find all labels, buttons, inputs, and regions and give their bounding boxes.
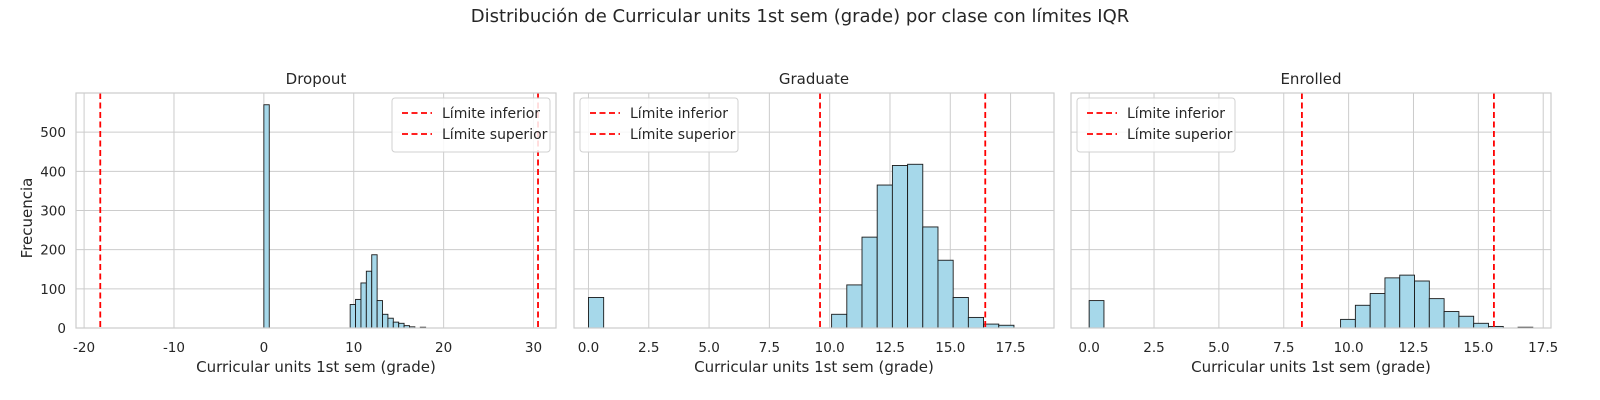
x-tick-label: 2.5 — [1143, 340, 1164, 356]
histogram-bar — [1443, 311, 1460, 329]
histogram-bar — [349, 304, 357, 329]
histogram-bar — [1384, 277, 1401, 329]
histogram-bar — [371, 254, 378, 329]
x-tick-label: 0 — [260, 340, 269, 356]
histogram-bar — [1414, 280, 1430, 329]
panel-title: Dropout — [286, 70, 347, 88]
panel-dropout: Dropout-20 -10 0 10 20 300100200300400500Curr… — [40, 70, 557, 376]
histogram-bar — [861, 236, 878, 329]
x-axis-label: Curricular units 1st sem (grade) — [196, 358, 436, 376]
x-tick-label: 10.0 — [815, 340, 845, 356]
panel-title: Enrolled — [1280, 70, 1341, 88]
plot-frame — [573, 92, 1055, 329]
histogram-bar — [1428, 298, 1445, 329]
legend: Límite inferior Límite superior — [391, 97, 551, 153]
histogram-bar — [365, 270, 373, 329]
histogram-bar — [588, 297, 605, 329]
legend-label: Límite inferior — [630, 106, 728, 122]
x-axis-label: Curricular units 1st sem (grade) — [1191, 358, 1431, 376]
x-tick-label: 2.5 — [638, 340, 659, 356]
x-tick-label: 7.5 — [1273, 340, 1294, 356]
x-tick-label: 12.5 — [1398, 340, 1428, 356]
histogram-bar — [937, 259, 954, 329]
panel-enrolled: Enrolled 0.0 2.5 5.0 7.5 10.0 12.5 15.0 17.5 Curr… — [1070, 70, 1558, 376]
histogram-bar — [1354, 304, 1371, 329]
x-tick-label: 12.5 — [875, 340, 905, 356]
y-tick-label: 300 — [40, 204, 66, 220]
legend-box — [1076, 97, 1236, 153]
legend-box — [579, 97, 739, 153]
x-tick-label: 15.0 — [1463, 340, 1493, 356]
legend-label: Límite superior — [630, 127, 736, 143]
histogram-bar — [263, 104, 270, 329]
x-tick-label: 7.5 — [759, 340, 780, 356]
x-tick-label: 17.5 — [1528, 340, 1558, 356]
legend-label: Límite inferior — [1127, 106, 1225, 122]
x-tick-label: 17.5 — [996, 340, 1026, 356]
x-tick-label: 5.0 — [1208, 340, 1229, 356]
histogram-bar — [831, 313, 848, 329]
legend-box — [391, 97, 551, 153]
histogram-bar — [1369, 293, 1386, 329]
histogram-bar — [846, 284, 863, 329]
panel-title: Graduate — [779, 70, 849, 88]
x-tick-label: 15.0 — [935, 340, 965, 356]
x-tick-label: 10 — [345, 340, 362, 356]
x-tick-label: 5.0 — [698, 340, 719, 356]
x-tick-label: 0.0 — [1078, 340, 1099, 356]
histogram-bar — [922, 226, 939, 329]
legend-label: Límite superior — [1127, 127, 1233, 143]
y-axis-label: Frecuencia — [18, 178, 36, 259]
x-tick-label: -20 — [73, 340, 95, 356]
panels: Dropout-20 -10 0 10 20 300100200300400500Curr… — [40, 70, 1558, 376]
x-axis-label: Curricular units 1st sem (grade) — [694, 358, 934, 376]
histogram-bar — [382, 313, 389, 329]
histogram-bar — [360, 282, 367, 329]
histogram-bar — [891, 165, 909, 329]
histogram-bar — [355, 298, 362, 329]
x-tick-label: -10 — [163, 340, 185, 356]
histogram-bar — [1340, 318, 1356, 329]
figure-suptitle: Distribución de Curricular units 1st sem… — [471, 6, 1130, 27]
legend-label: Límite superior — [442, 127, 548, 143]
y-tick-label: 200 — [40, 243, 66, 259]
histogram-bar — [1399, 274, 1415, 329]
legend: Límite inferior Límite superior — [579, 97, 739, 153]
histogram-bar — [392, 321, 400, 329]
histogram-bar — [876, 184, 893, 329]
y-tick-label: 0 — [57, 321, 66, 337]
histogram-bar — [376, 300, 383, 329]
legend-label: Límite inferior — [442, 106, 540, 122]
y-tick-label: 400 — [40, 164, 66, 180]
plot-frame — [1070, 92, 1552, 329]
histogram-bar — [1458, 315, 1475, 329]
histogram-bar — [398, 322, 405, 329]
y-tick-label: 500 — [40, 125, 66, 141]
histogram-bar — [1473, 322, 1489, 329]
histogram-bar — [952, 297, 969, 329]
y-tick-label: 100 — [40, 282, 66, 298]
panel-graduate: Graduate 0.0 2.5 5.0 7.5 10.0 12.5 15.0 17.5 Curr… — [573, 70, 1055, 376]
histogram-bar — [1088, 300, 1105, 329]
x-tick-label: 10.0 — [1334, 340, 1364, 356]
histogram-bar — [907, 163, 924, 329]
histogram-bar — [967, 316, 985, 329]
x-tick-label: 20 — [435, 340, 452, 356]
x-tick-label: 30 — [525, 340, 542, 356]
x-tick-label: 0.0 — [578, 340, 599, 356]
histogram-bar — [387, 317, 394, 329]
plot-frame — [75, 92, 557, 329]
legend: Límite inferior Límite superior — [1076, 97, 1236, 153]
